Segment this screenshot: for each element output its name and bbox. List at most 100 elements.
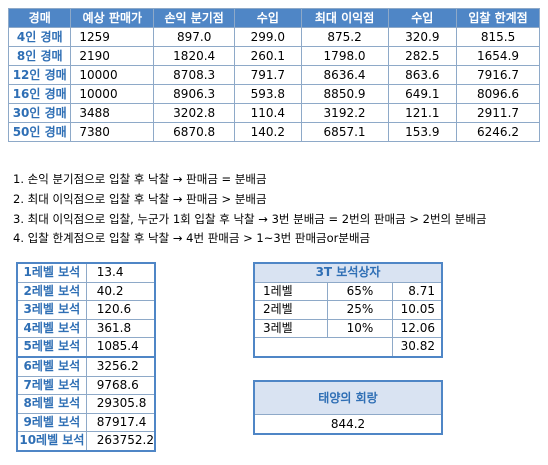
table-row: 2레벨 25% 10.05 <box>253 300 443 320</box>
rate-cell: 65% <box>327 281 393 301</box>
table-row: 844.2 <box>253 414 443 435</box>
row-label: 16인 경매 <box>7 84 72 104</box>
cell: 10000 <box>70 84 155 104</box>
cell: 3192.2 <box>300 103 389 123</box>
gem-level-label: 5레벨 보석 <box>16 337 87 358</box>
gem-level-label: 2레벨 보석 <box>16 281 87 302</box>
sun-corridor-value: 844.2 <box>253 414 443 435</box>
notes-list: 1. 손익 분기점으로 입찰 후 낙찰 → 판매금 = 분배금 2. 최대 이익… <box>13 170 487 249</box>
cell: 1654.9 <box>456 46 540 66</box>
gem-price: 29305.8 <box>85 394 156 414</box>
gem-price: 120.6 <box>85 300 156 320</box>
table-row: 3레벨 10% 12.06 <box>253 318 443 338</box>
rate-cell: 25% <box>327 300 393 320</box>
gem-price: 13.4 <box>85 262 156 283</box>
cell: 320.9 <box>387 27 458 47</box>
cell: 8850.9 <box>300 84 389 104</box>
title-row: 태양의 회랑 <box>253 380 443 415</box>
table-row: 1레벨 보석 13.4 <box>16 262 156 283</box>
gem-level-label: 4레벨 보석 <box>16 318 87 339</box>
cell: 791.7 <box>234 65 302 85</box>
header-cell: 최대 이익점 <box>300 8 389 28</box>
table-row: 4인 경매 1259 897.0 299.0 875.2 320.9 815.5 <box>7 27 540 47</box>
cell: 8636.4 <box>300 65 389 85</box>
gem-box-table: 3T 보석상자 1레벨 65% 8.71 2레벨 25% 10.05 3레벨 1… <box>253 262 443 358</box>
cell: 7916.7 <box>456 65 540 85</box>
cell: 1259 <box>70 27 155 47</box>
table-row: 7레벨 보석 9768.6 <box>16 375 156 396</box>
header-cell: 손익 분기점 <box>153 8 236 28</box>
note-item: 3. 최대 이익점으로 입찰, 누군가 1회 입찰 후 낙찰 → 3번 분배금 … <box>13 211 487 226</box>
header-cell: 예상 판매가 <box>70 8 155 28</box>
table-row: 30인 경매 3488 3202.8 110.4 3192.2 121.1 29… <box>7 103 540 123</box>
table-row: 4레벨 보석 361.8 <box>16 318 156 339</box>
gem-level-label: 9레벨 보석 <box>16 412 87 433</box>
cell: 1798.0 <box>300 46 389 66</box>
gem-box-title: 3T 보석상자 <box>253 262 443 283</box>
value-cell: 12.06 <box>392 318 443 338</box>
cell: 299.0 <box>234 27 302 47</box>
gem-price: 9768.6 <box>85 375 156 396</box>
cell: 1820.4 <box>153 46 236 66</box>
cell: 140.2 <box>234 122 302 142</box>
cell: 153.9 <box>387 122 458 142</box>
cell: 7380 <box>70 122 155 142</box>
value-cell: 10.05 <box>392 300 443 320</box>
gem-price: 3256.2 <box>85 355 156 377</box>
gem-price: 361.8 <box>85 318 156 339</box>
note-item: 4. 입찰 한계점으로 입찰 후 낙찰 → 4번 판매금 > 1~3번 판매금o… <box>13 231 371 246</box>
table-row: 6레벨 보석 3256.2 <box>16 355 156 377</box>
value-cell: 8.71 <box>392 281 443 301</box>
sun-corridor-table: 태양의 회랑 844.2 <box>253 380 443 435</box>
cell: 897.0 <box>153 27 236 47</box>
gem-price: 87917.4 <box>85 412 156 433</box>
gem-level-label: 6레벨 보석 <box>16 355 87 377</box>
cell: 121.1 <box>387 103 458 123</box>
gem-level-label: 8레벨 보석 <box>16 394 87 414</box>
row-label: 4인 경매 <box>7 27 72 47</box>
cell: 6870.8 <box>153 122 236 142</box>
gem-price: 263752.2 <box>85 431 156 452</box>
gem-price: 40.2 <box>85 281 156 302</box>
table-row: 16인 경매 10000 8906.3 593.8 8850.9 649.1 8… <box>7 84 540 104</box>
cell: 2190 <box>70 46 155 66</box>
gem-level-label: 10레벨 보석 <box>16 431 87 452</box>
total-row: 30.82 <box>253 337 443 357</box>
level-cell: 2레벨 <box>253 300 328 320</box>
cell: 863.6 <box>387 65 458 85</box>
table-row: 10레벨 보석 263752.2 <box>16 431 156 452</box>
row-label: 30인 경매 <box>7 103 72 123</box>
cell: 10000 <box>70 65 155 85</box>
table-row: 1레벨 65% 8.71 <box>253 281 443 301</box>
level-cell: 3레벨 <box>253 318 328 338</box>
cell: 2911.7 <box>456 103 540 123</box>
auction-table: 경매 예상 판매가 손익 분기점 수입 최대 이익점 수입 입찰 한계점 4인 … <box>7 8 540 142</box>
header-cell: 입찰 한계점 <box>456 8 540 28</box>
note-item: 1. 손익 분기점으로 입찰 후 낙찰 → 판매금 = 분배금 <box>13 172 267 186</box>
gem-price: 1085.4 <box>85 337 156 358</box>
row-label: 50인 경매 <box>7 122 72 142</box>
cell: 8096.6 <box>456 84 540 104</box>
gem-price-table: 1레벨 보석 13.4 2레벨 보석 40.2 3레벨 보석 120.6 4레벨 보석… <box>16 262 156 452</box>
cell: 110.4 <box>234 103 302 123</box>
sun-corridor-title: 태양의 회랑 <box>253 380 443 415</box>
table-row: 8인 경매 2190 1820.4 260.1 1798.0 282.5 165… <box>7 46 540 66</box>
row-label: 12인 경매 <box>7 65 72 85</box>
header-cell: 경매 <box>7 8 72 28</box>
cell: 6246.2 <box>456 122 540 142</box>
table-row: 9레벨 보석 87917.4 <box>16 412 156 433</box>
cell: 282.5 <box>387 46 458 66</box>
table-row: 8레벨 보석 29305.8 <box>16 394 156 414</box>
table-row: 5레벨 보석 1085.4 <box>16 337 156 358</box>
cell: 649.1 <box>387 84 458 104</box>
title-row: 3T 보석상자 <box>253 262 443 283</box>
level-cell: 1레벨 <box>253 281 328 301</box>
cell: 593.8 <box>234 84 302 104</box>
gem-level-label: 1레벨 보석 <box>16 262 87 283</box>
cell: 3202.8 <box>153 103 236 123</box>
note-item: 2. 최대 이익점으로 입찰 후 낙찰 → 판매금 > 분배금 <box>13 191 267 206</box>
cell: 8906.3 <box>153 84 236 104</box>
empty-cell <box>253 337 393 357</box>
gem-level-label: 7레벨 보석 <box>16 375 87 396</box>
header-cell: 수입 <box>387 8 458 28</box>
